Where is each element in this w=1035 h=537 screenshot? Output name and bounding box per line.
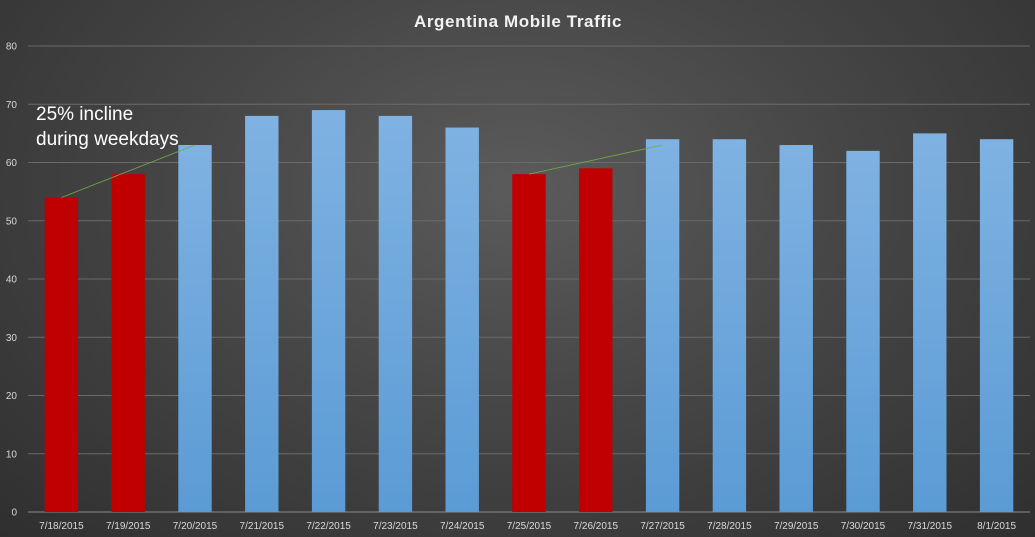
y-tick-label: 10 <box>6 449 18 460</box>
x-tick-label: 7/23/2015 <box>373 521 418 532</box>
x-tick-label: 7/19/2015 <box>106 521 151 532</box>
x-tick-label: 7/22/2015 <box>306 521 351 532</box>
y-tick-label: 70 <box>6 100 18 111</box>
y-tick-label: 60 <box>6 158 18 169</box>
annotation-lines <box>61 144 663 198</box>
y-tick-label: 80 <box>6 42 18 53</box>
y-tick-label: 30 <box>6 333 18 344</box>
bar-8-1-2015 <box>979 139 1014 512</box>
bar-7-19-2015 <box>111 174 145 512</box>
x-tick-label: 7/30/2015 <box>841 521 886 532</box>
bar-7-23-2015 <box>378 115 413 513</box>
bar-7-26-2015 <box>579 168 613 512</box>
x-tick-label: 7/31/2015 <box>908 521 953 532</box>
bar-7-30-2015 <box>846 150 880 512</box>
bar-7-18-2015 <box>44 197 79 512</box>
bar-7-24-2015 <box>445 127 479 513</box>
bar-7-20-2015 <box>178 145 212 512</box>
y-axis-ticks: 0 10 20 30 40 50 60 70 80 <box>6 42 18 519</box>
x-tick-label: 7/20/2015 <box>173 521 218 532</box>
bar-7-28-2015 <box>712 139 747 512</box>
bar-7-21-2015 <box>245 115 279 513</box>
x-tick-label: 7/27/2015 <box>640 521 685 532</box>
x-tick-label: 7/26/2015 <box>574 521 619 532</box>
x-axis-ticks: 7/18/2015 7/19/2015 7/20/2015 7/21/2015 7/22… <box>39 521 1016 532</box>
bars <box>44 110 1014 513</box>
x-tick-label: 7/21/2015 <box>240 521 285 532</box>
x-tick-label: 7/25/2015 <box>507 521 552 532</box>
bar-7-25-2015 <box>512 174 546 512</box>
x-tick-label: 7/24/2015 <box>440 521 485 532</box>
bar-7-31-2015 <box>913 133 947 512</box>
x-tick-label: 7/28/2015 <box>707 521 752 532</box>
bar-7-29-2015 <box>779 145 813 512</box>
x-tick-label: 7/29/2015 <box>774 521 819 532</box>
bar-7-27-2015 <box>645 139 680 512</box>
bar-7-22-2015 <box>311 110 346 512</box>
annotation-line-1 <box>61 144 196 198</box>
y-tick-label: 40 <box>6 275 18 286</box>
annotation-text: 25% incline during weekdays <box>36 104 179 150</box>
y-tick-label: 50 <box>6 216 18 227</box>
chart-title: Argentina Mobile Traffic <box>414 12 622 31</box>
x-tick-label: 7/18/2015 <box>39 521 84 532</box>
annotation-line-2 <box>528 144 663 175</box>
y-tick-label: 0 <box>11 508 17 519</box>
y-tick-label: 20 <box>6 391 18 402</box>
x-tick-label: 8/1/2015 <box>977 521 1016 532</box>
